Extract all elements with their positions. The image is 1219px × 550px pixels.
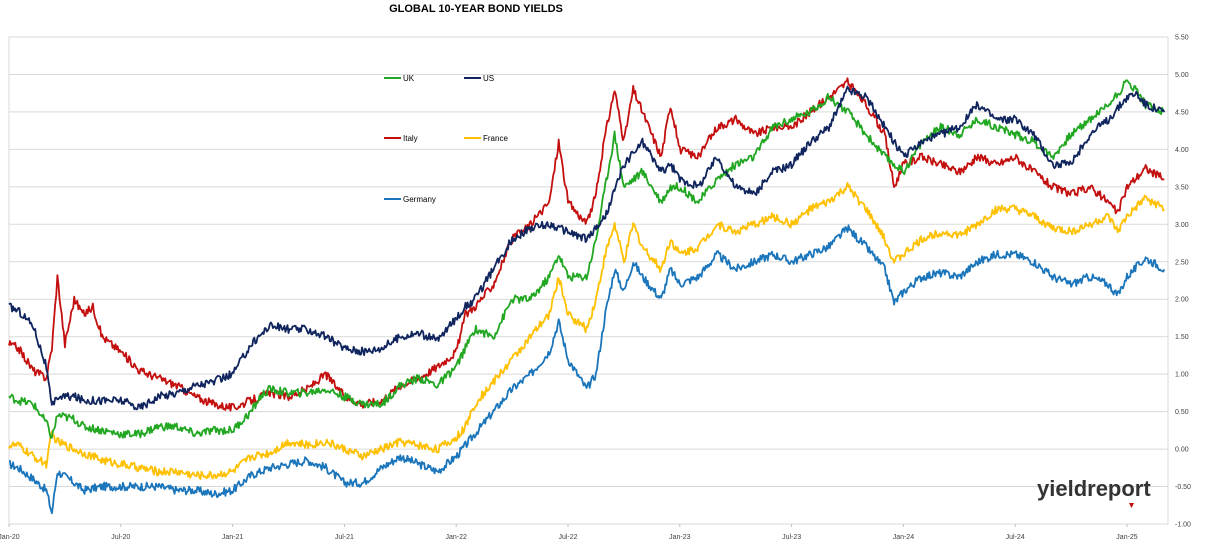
legend-label: UK (403, 74, 415, 83)
y-tick-label: 0.00 (1175, 447, 1189, 454)
series-line-uk (8, 79, 1165, 439)
x-tick-label: Jan-22 (445, 534, 467, 541)
series-line-france (8, 182, 1165, 480)
series-line-italy (8, 77, 1165, 412)
x-tick-label: Jan-23 (669, 534, 691, 541)
x-tick-label: Jul-22 (558, 534, 577, 541)
series-line-us (8, 85, 1166, 411)
x-tick-label: Jul-24 (1006, 534, 1025, 541)
y-tick-label: 4.50 (1175, 109, 1189, 116)
x-tick-label: Jul-21 (335, 534, 354, 541)
legend-label: Germany (403, 195, 436, 204)
y-tick-label: 5.50 (1175, 35, 1189, 42)
plot-area (8, 36, 1169, 525)
yieldreport-logo: yieldreport (1037, 476, 1151, 508)
y-tick-label: 1.50 (1175, 334, 1189, 341)
y-tick-label: 3.50 (1175, 184, 1189, 191)
y-tick-label: 2.50 (1175, 259, 1189, 266)
y-tick-label: 1.00 (1175, 372, 1189, 379)
x-tick-label: Jul-20 (111, 534, 130, 541)
series-layer (8, 77, 1166, 515)
y-tick-label: 4.00 (1175, 147, 1189, 154)
y-tick-label: -1.00 (1175, 522, 1191, 529)
legend: UK US Italy France Germany (384, 74, 508, 204)
y-tick-label: 5.00 (1175, 72, 1189, 79)
y-axis: 5.50 5.00 4.50 4.00 3.50 3.00 2.50 2.00 1.50 1.00… (1175, 35, 1191, 529)
x-axis: Jan-20 Jul-20 Jan-21 Jul-21 Jan-22 Jul-22 Jan-… (0, 524, 1138, 541)
chart-title: GLOBAL 10-YEAR BOND YIELDS (389, 3, 563, 15)
x-tick-label: Jul-23 (782, 534, 801, 541)
y-tick-label: 2.00 (1175, 297, 1189, 304)
y-tick-label: -0.50 (1175, 484, 1191, 491)
legend-label: Italy (403, 134, 418, 143)
logo-text: yieldreport (1037, 476, 1151, 501)
x-tick-label: Jan-21 (222, 534, 244, 541)
logo-mark-icon (1129, 503, 1134, 508)
gridlines (9, 36, 1168, 525)
x-tick-label: Jan-20 (0, 534, 20, 541)
y-tick-label: 0.50 (1175, 409, 1189, 416)
legend-label: US (483, 74, 494, 83)
y-tick-label: 3.00 (1175, 222, 1189, 229)
x-tick-label: Jan-25 (1116, 534, 1138, 541)
x-tick-label: Jan-24 (893, 534, 915, 541)
legend-label: France (483, 134, 508, 143)
series-line-germany (8, 224, 1166, 515)
